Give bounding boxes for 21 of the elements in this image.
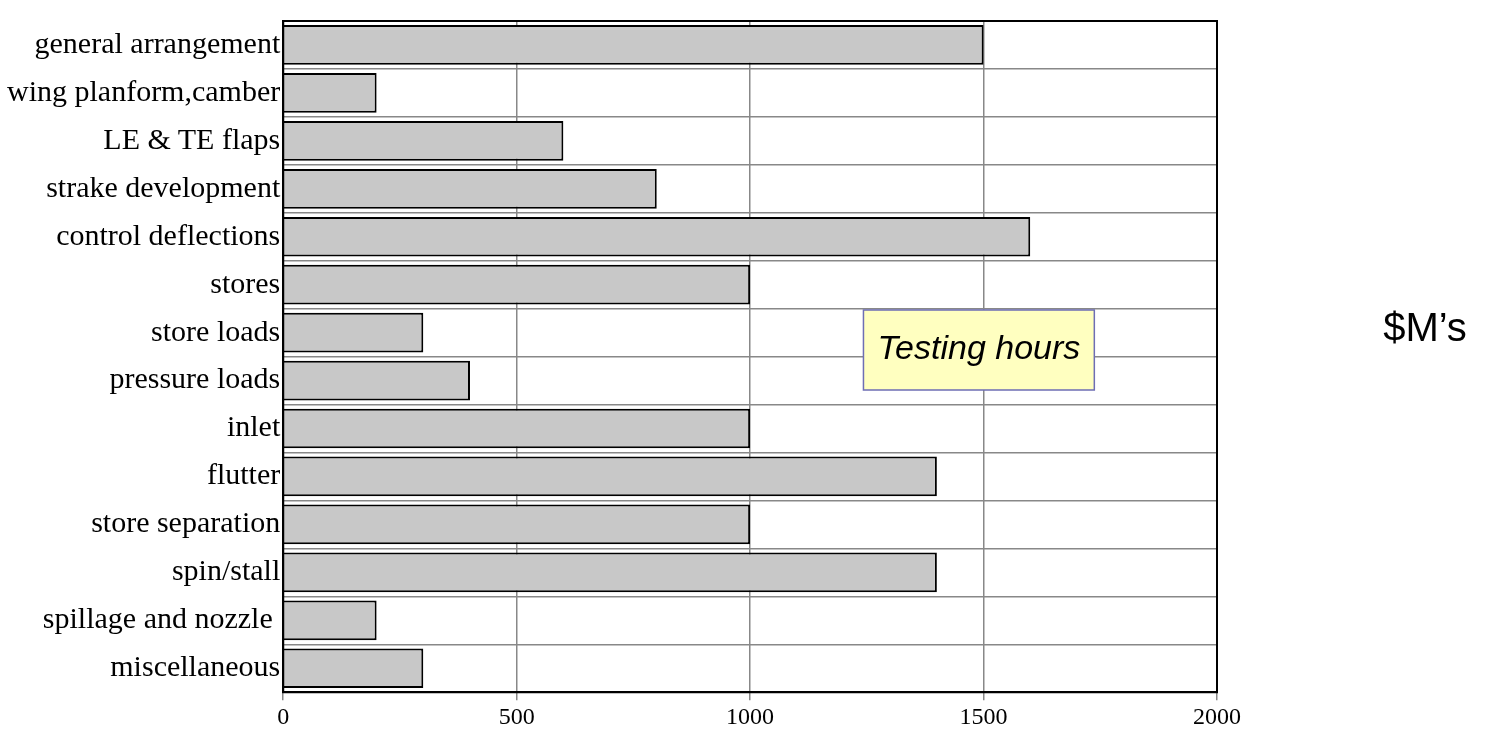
y-tick-label: spin/stall bbox=[171, 553, 281, 587]
x-tick-label: 1000 bbox=[726, 702, 775, 729]
y-tick-label: store loads bbox=[151, 313, 281, 347]
x-tick-label: 2000 bbox=[1193, 702, 1241, 729]
y-tick-label: inlet bbox=[226, 409, 281, 443]
y-tick-label: store separation bbox=[91, 505, 281, 539]
x-tick-label: 1500 bbox=[959, 702, 1008, 729]
text: $M’s bbox=[1383, 305, 1467, 350]
x-tick-label: 500 bbox=[498, 702, 535, 729]
y-tick-label: control deflections bbox=[56, 217, 281, 251]
y-tick-label: wing planform,camber bbox=[6, 73, 281, 107]
y-tick-label: spillage and nozzle bbox=[42, 601, 281, 635]
y-tick-label: stores bbox=[210, 265, 281, 299]
y-tick-label: general arrangement bbox=[34, 25, 281, 59]
y-tick-label: miscellaneous bbox=[110, 649, 281, 683]
y-tick-label: strake development bbox=[46, 169, 281, 203]
annotation: Testing hours bbox=[877, 328, 1081, 367]
x-tick-label: 0 bbox=[277, 702, 290, 729]
y-tick-label: LE & TE flaps bbox=[103, 121, 281, 155]
y-tick-label: flutter bbox=[206, 457, 281, 491]
y-tick-label: pressure loads bbox=[109, 361, 281, 395]
